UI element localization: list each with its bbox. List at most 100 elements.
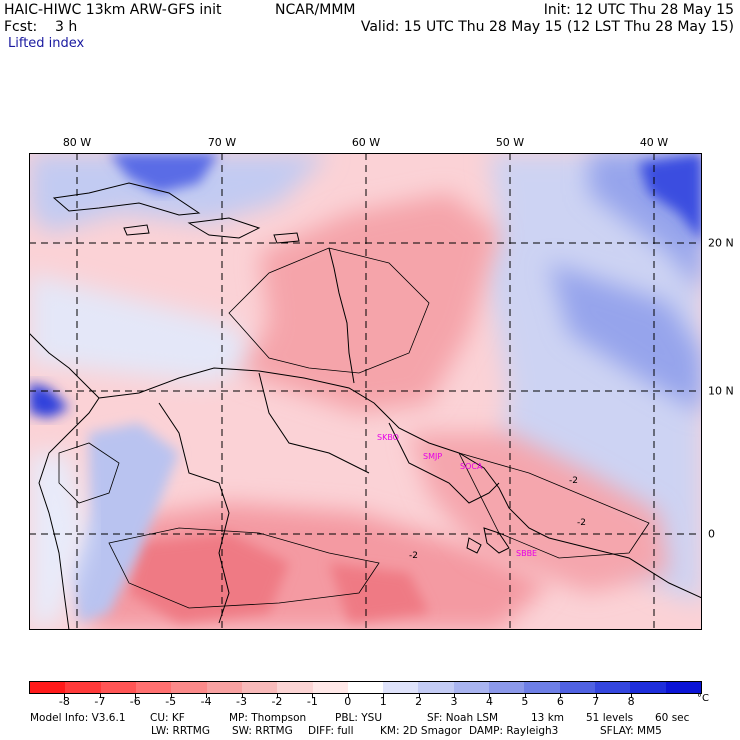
colorbar-swatch	[559, 682, 595, 693]
model-info-item: 13 km	[531, 712, 565, 724]
model-info-item: SF: Noah LSM	[427, 712, 499, 724]
model-info-item: SFLAY: MM5	[600, 725, 662, 737]
colorbar-tick	[312, 694, 314, 698]
model-info-item: LW: RRTMG	[151, 725, 210, 737]
lat-label-10n: 10 N	[708, 384, 734, 398]
coastline-jamaica	[123, 224, 150, 236]
colorbar-swatch	[665, 682, 701, 693]
colorbar-tick	[135, 694, 137, 698]
init-time: Init: 12 UTC Thu 28 May 15	[543, 2, 734, 18]
colorbar-tick	[276, 694, 278, 698]
colorbar-swatch	[383, 682, 419, 693]
lat-label-20n: 20 N	[708, 236, 734, 250]
colorbar-tick-label: 4	[485, 695, 493, 708]
model-info-item: PBL: YSU	[335, 712, 383, 724]
colorbar-tick	[347, 694, 349, 698]
border-inland-2	[258, 372, 370, 474]
colorbar-tick-label: 1	[379, 695, 387, 708]
colorbar-tick-label: -5	[165, 695, 177, 708]
station-skbo: SKBO	[377, 433, 399, 442]
colorbar-tick	[99, 694, 101, 698]
colorbar-tick-label: 5	[521, 695, 529, 708]
lon-label-70w: 70 W	[207, 136, 237, 149]
colorbar-swatch	[135, 682, 172, 693]
colorbar-swatch	[206, 682, 242, 693]
colorbar-tick-label: 2	[415, 695, 423, 708]
contour-west	[58, 442, 120, 504]
station-smjp: SMJP	[423, 452, 442, 461]
contours-minus-2	[58, 247, 650, 609]
coastline-south-america-west	[38, 397, 100, 630]
lon-label-60w: 60 W	[351, 136, 381, 149]
colorbar-tick	[241, 694, 243, 698]
colorbar-tick-label: 0	[344, 695, 352, 708]
station-soca: SOCA	[460, 462, 483, 471]
colorbar-unit: °C	[697, 693, 709, 704]
model-info-item: SW: RRTMG	[232, 725, 293, 737]
colorbar-swatch	[171, 682, 207, 693]
lon-label-50w: 50 W	[495, 136, 525, 149]
coastlines	[29, 182, 702, 630]
colorbar-swatch	[595, 682, 631, 693]
field-stable-northwest-core	[109, 153, 219, 193]
colorbar-swatch	[30, 682, 66, 693]
contour-label-northeast: -2	[569, 476, 578, 486]
colorbar-tick-label: -1	[306, 695, 318, 708]
field-stable-pacific	[29, 383, 69, 418]
colorbar-tick	[418, 694, 420, 698]
colorbar-tick-label: -3	[236, 695, 247, 708]
valid-time: Valid: 15 UTC Thu 28 May 15 (12 LST Thu …	[360, 19, 734, 35]
center-label: NCAR/MMM	[275, 2, 356, 18]
field-unstable-east	[409, 433, 669, 593]
field-weak-west	[29, 273, 269, 383]
colorbar-swatch	[630, 682, 666, 693]
colorbar-tick	[454, 694, 456, 698]
model-info-item: Model Info: V3.6.1	[30, 712, 126, 724]
model-title: HAIC-HIWC 13km ARW-GFS init	[4, 2, 222, 18]
colorbar-tick	[560, 694, 562, 698]
lon-label-40w: 40 W	[639, 136, 669, 149]
amazon-delta	[466, 527, 510, 554]
lon-label-80w: 80 W	[62, 136, 92, 149]
coastline-lesser-antilles	[328, 247, 355, 384]
contour-south	[108, 527, 380, 609]
colorbar-tick-label: 7	[592, 695, 600, 708]
colorbar-tick	[170, 694, 172, 698]
colorbar-swatch	[347, 682, 384, 693]
colorbar-swatch	[277, 682, 313, 693]
model-info-item: 51 levels	[586, 712, 634, 724]
colorbar	[29, 681, 702, 694]
model-info-item: DAMP: Rayleigh3	[469, 725, 559, 737]
colorbar-tick-label: 8	[627, 695, 635, 708]
colorbar-swatch	[418, 682, 454, 693]
contour-central	[228, 247, 430, 374]
colorbar-swatch	[453, 682, 490, 693]
colorbar-tick-label: -7	[94, 695, 106, 708]
colorbar-tick	[383, 694, 385, 698]
coastline-south-america-north	[98, 367, 702, 599]
colorbar-tick-label: -8	[58, 695, 70, 708]
model-info-item: CU: KF	[150, 712, 185, 724]
forecast-hour: Fcst: 3 h	[4, 19, 78, 35]
model-info-item: KM: 2D Smagor	[380, 725, 462, 737]
coastline-puerto-rico	[273, 232, 300, 244]
colorbar-tick-label: 6	[556, 695, 564, 708]
lifted-index-map: -2 -2 -2 SKBO SMJP SOCA SBBE	[29, 153, 702, 630]
contour-label-east: -2	[577, 518, 586, 528]
model-info-item: 60 sec	[655, 712, 690, 724]
field-stable-andes	[69, 423, 179, 623]
colorbar-swatch	[65, 682, 101, 693]
station-sbbe: SBBE	[516, 549, 537, 558]
colorbar-tick-label: -4	[200, 695, 212, 708]
colorbar-tick-label: -6	[129, 695, 141, 708]
colorbar-tick	[595, 694, 597, 698]
field-unstable-central	[239, 193, 499, 413]
lat-lon-grid	[29, 153, 702, 630]
field-unstable-strong-south	[129, 533, 429, 623]
colorbar-tick	[206, 694, 208, 698]
colorbar-tick	[64, 694, 66, 698]
field-stable-core	[549, 153, 702, 413]
model-info-item: DIFF: full	[308, 725, 354, 737]
border-inland	[158, 402, 230, 624]
colorbar-swatch	[100, 682, 136, 693]
